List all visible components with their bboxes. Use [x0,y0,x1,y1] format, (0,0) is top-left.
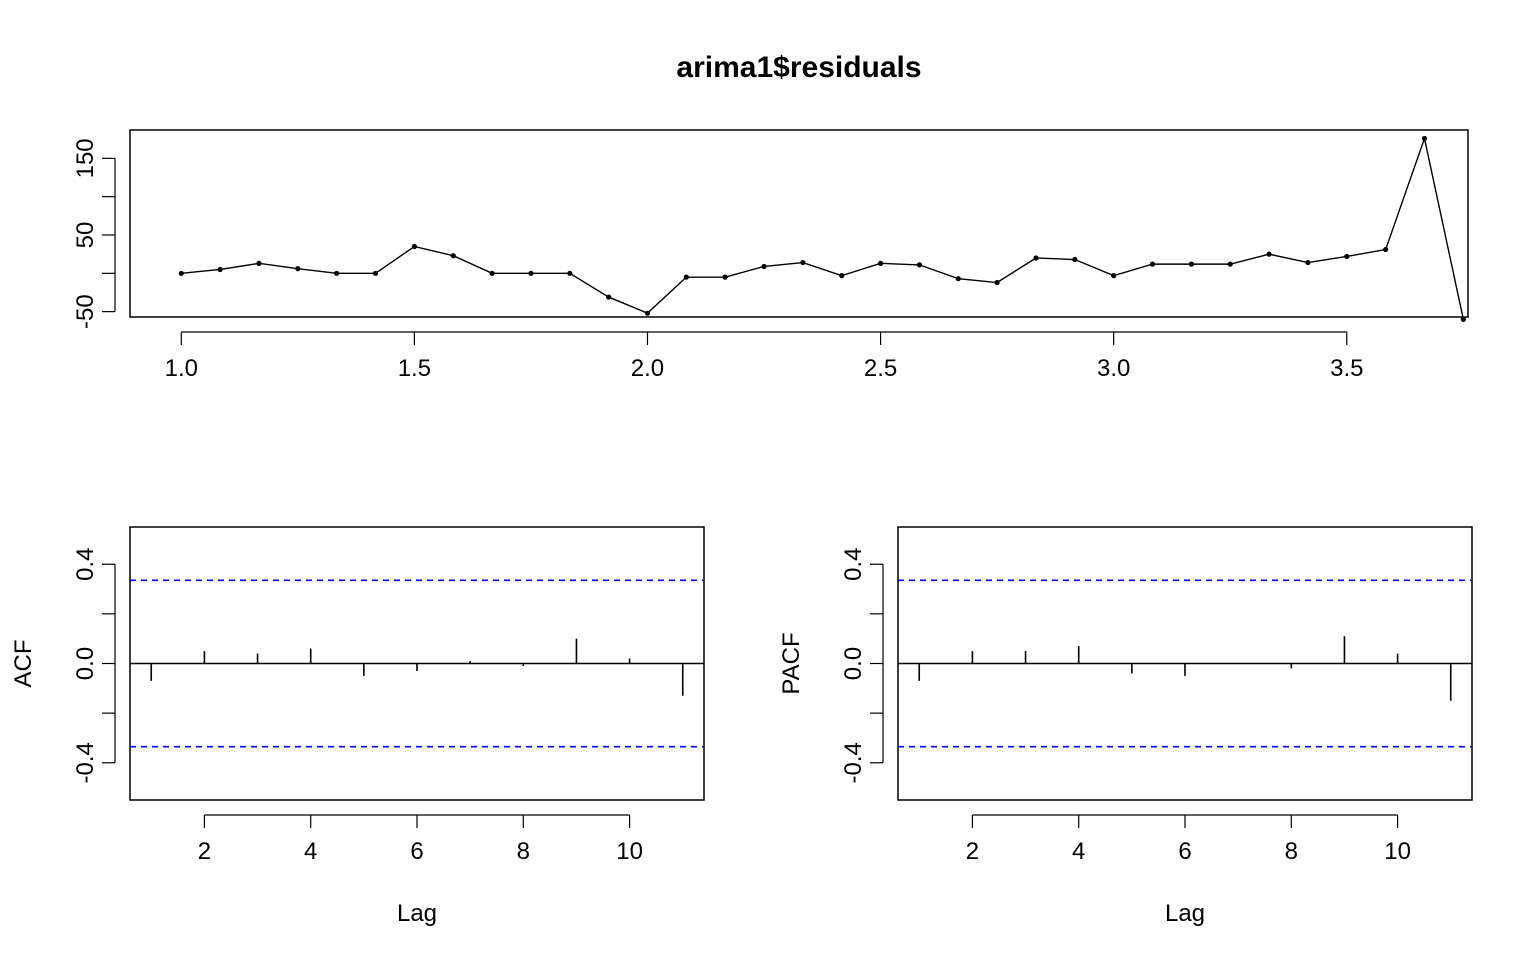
x-tick-label: 1.5 [398,355,431,382]
residual-point [994,279,1000,286]
residual-point [1072,256,1078,263]
x-tick-label: 8 [517,838,530,865]
residual-point [1460,316,1466,322]
acf-panel: 2 4 6 8 10 -0.4 0.0 0.4 Lag ACF [10,526,705,927]
y-tick-label: -0.4 [72,742,99,783]
residual-point [295,266,301,272]
x-tick-label: 2.5 [864,355,897,382]
residuals-time-series-panel: 1.0 1.5 2.0 2.5 3.0 3.5 -50 50 150 arima1$residua… [72,51,1469,382]
residual-point [1111,273,1117,279]
residual-point [567,270,573,276]
residual-point [955,276,961,282]
y-tick-label: -50 [72,294,99,329]
x-tick-label: 10 [616,838,643,865]
x-tick-label: 6 [410,838,423,865]
y-tick-label: 0.4 [840,548,867,581]
residual-point [1033,255,1039,261]
residual-point [450,253,456,259]
x-tick-label: 4 [1072,838,1085,865]
residual-point [489,270,495,276]
residual-point [1266,251,1272,257]
x-tick-label: 4 [304,838,317,865]
x-tick-label: 1.0 [165,355,198,382]
residual-point [372,270,379,276]
residual-point [334,270,340,276]
residual-point [1149,261,1156,267]
residual-point [606,294,612,300]
x-tick-label: 6 [1178,838,1191,865]
y-tick-label: -0.4 [840,742,867,783]
residuals-series-line [181,135,1465,320]
x-tick-label: 2 [966,838,979,865]
y-tick-label: 0.4 [72,548,99,581]
y-tick-label: 0.0 [840,647,867,680]
x-tick-label: 2 [198,838,211,865]
residual-point [839,273,845,279]
residual-point [411,243,417,250]
residual-point [683,274,689,280]
x-tick-label: 2.0 [631,355,664,382]
residual-point [800,259,806,266]
residual-point [217,266,223,273]
residual-point [644,310,651,316]
y-tick-label: 50 [72,222,99,249]
residual-point [877,260,884,266]
y-tick-label: 150 [72,138,99,178]
residual-point [761,263,767,270]
x-tick-label: 8 [1285,838,1298,865]
x-tick-label: 10 [1384,838,1411,865]
x-axis-label: Lag [1165,900,1205,927]
residual-point [1188,261,1194,267]
y-tick-label: 0.0 [72,647,99,680]
x-axis-label: Lag [397,900,437,927]
residual-point [178,270,184,276]
plot-frame [129,129,1469,318]
y-axis-label: PACF [778,632,805,694]
x-tick-label: 3.5 [1330,355,1363,382]
chart-title: arima1$residuals [676,51,921,84]
pacf-panel: 2 4 6 8 10 -0.4 0.0 0.4 Lag PACF [778,526,1473,927]
residual-point [528,270,534,276]
residual-point [722,274,728,280]
residual-point [1383,246,1389,253]
y-axis-label: ACF [10,640,37,688]
residual-point [1227,261,1233,267]
residual-point [256,260,262,266]
residual-point [916,262,923,268]
x-tick-label: 3.0 [1097,355,1130,382]
residual-point [1305,259,1311,266]
residual-point [1421,135,1428,142]
residual-point [1344,253,1350,260]
